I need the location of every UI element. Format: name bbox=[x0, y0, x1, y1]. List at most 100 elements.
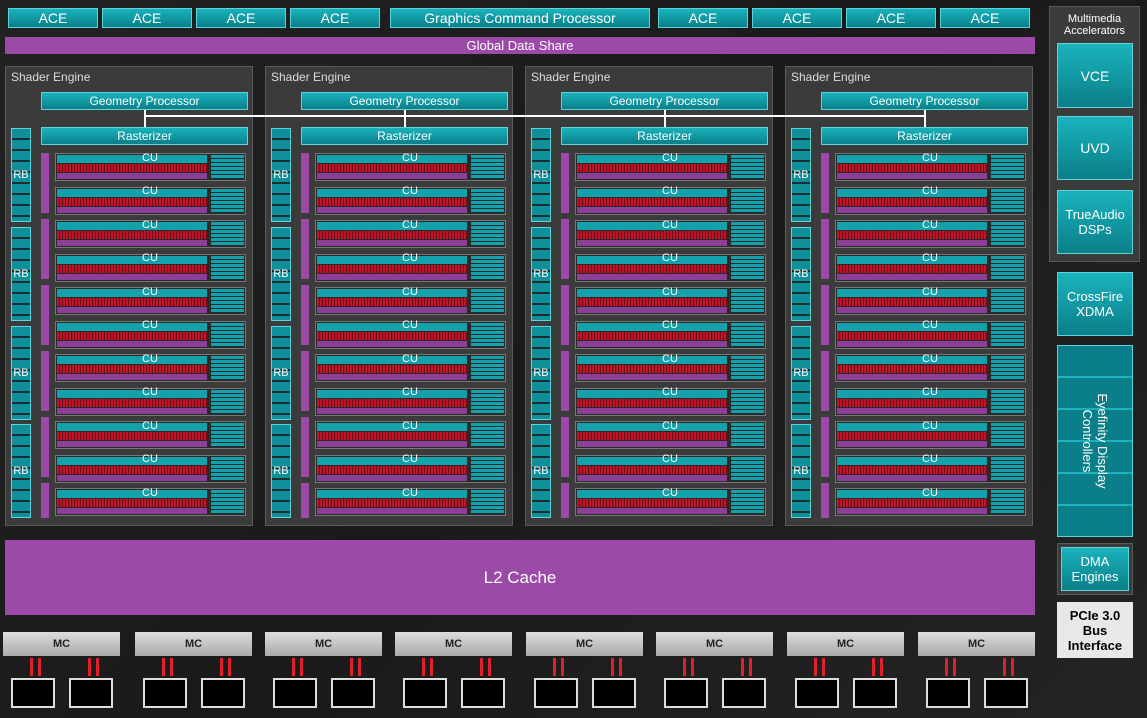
cu-core bbox=[577, 340, 727, 347]
memory-chip bbox=[69, 678, 113, 708]
render-backend: RB bbox=[11, 424, 31, 518]
cu-top bbox=[317, 389, 467, 398]
cu-core bbox=[317, 206, 467, 213]
cu-label: CU bbox=[922, 386, 938, 398]
cu-top bbox=[317, 423, 467, 431]
cu-top bbox=[57, 423, 207, 431]
shader-engine-title: Shader Engine bbox=[531, 70, 611, 84]
memory-controller: MC bbox=[3, 632, 120, 656]
rasterizer: Rasterizer bbox=[301, 127, 508, 145]
cu-cache bbox=[731, 456, 764, 481]
cu-top bbox=[577, 356, 727, 364]
memory-controller: MC bbox=[135, 632, 252, 656]
cu-label: CU bbox=[662, 285, 678, 298]
memory-link bbox=[1003, 658, 1006, 676]
cu-cache bbox=[471, 322, 504, 347]
cu-top bbox=[57, 255, 207, 264]
cu-cache bbox=[991, 222, 1024, 246]
cu-cache bbox=[471, 289, 504, 313]
cu-core bbox=[837, 407, 987, 414]
cu-core bbox=[837, 340, 987, 347]
cu-cache bbox=[731, 289, 764, 313]
cu-simd bbox=[837, 164, 987, 172]
cu-core bbox=[317, 173, 467, 179]
cu-top bbox=[317, 322, 467, 331]
cu-label: CU bbox=[402, 486, 418, 499]
ace: ACE bbox=[102, 8, 192, 28]
shader-engine-title: Shader Engine bbox=[11, 70, 91, 84]
cu-simd bbox=[317, 331, 467, 340]
cu-cache bbox=[991, 255, 1024, 280]
cu-core bbox=[57, 508, 207, 514]
render-backend: RB bbox=[531, 424, 551, 518]
cu-simd bbox=[837, 465, 987, 474]
lds-strip bbox=[41, 153, 49, 518]
cu-label: CU bbox=[142, 151, 158, 164]
cu-label: CU bbox=[402, 386, 418, 398]
cu-core bbox=[317, 508, 467, 514]
cu-simd bbox=[57, 164, 207, 172]
render-backend: RB bbox=[271, 227, 291, 321]
cu-label: CU bbox=[662, 352, 678, 365]
cu-top bbox=[57, 456, 207, 465]
cu-top bbox=[577, 255, 727, 264]
cu-label: CU bbox=[402, 285, 418, 298]
cu-core bbox=[837, 508, 987, 514]
cu-simd bbox=[317, 298, 467, 306]
memory-link bbox=[96, 658, 99, 676]
cu-core bbox=[57, 407, 207, 414]
cu-cache bbox=[991, 289, 1024, 313]
cu-cache bbox=[991, 188, 1024, 213]
cu-label: CU bbox=[922, 419, 938, 432]
cu-simd bbox=[317, 465, 467, 474]
memory-link bbox=[814, 658, 817, 676]
render-backend: RB bbox=[271, 424, 291, 518]
cu-label: CU bbox=[662, 185, 678, 197]
cu-label: CU bbox=[142, 486, 158, 499]
cu-cache bbox=[471, 188, 504, 213]
cu-top bbox=[577, 188, 727, 197]
ace: ACE bbox=[846, 8, 936, 28]
cu-cache bbox=[731, 222, 764, 246]
memory-link bbox=[553, 658, 556, 676]
cu-core bbox=[57, 374, 207, 380]
memory-chip bbox=[201, 678, 245, 708]
cu-simd bbox=[577, 164, 727, 172]
cu-cache bbox=[211, 155, 244, 179]
cu-core bbox=[577, 173, 727, 179]
memory-chip bbox=[273, 678, 317, 708]
cu-core bbox=[317, 240, 467, 246]
cu-top bbox=[57, 155, 207, 163]
cu-top bbox=[837, 188, 987, 197]
cu-top bbox=[57, 289, 207, 297]
cu-cache bbox=[211, 356, 244, 380]
memory-chip bbox=[984, 678, 1028, 708]
ace: ACE bbox=[940, 8, 1030, 28]
cu-label: CU bbox=[402, 319, 418, 331]
cu-top bbox=[57, 490, 207, 498]
cu-label: CU bbox=[922, 486, 938, 499]
memory-controller: MC bbox=[787, 632, 904, 656]
render-backend: RB bbox=[791, 128, 811, 222]
rasterizer: Rasterizer bbox=[41, 127, 248, 145]
cu-label: CU bbox=[402, 453, 418, 465]
cu-cache bbox=[211, 389, 244, 414]
memory-link bbox=[945, 658, 948, 676]
cu-cache bbox=[471, 356, 504, 380]
memory-link bbox=[358, 658, 361, 676]
cu-label: CU bbox=[922, 285, 938, 298]
geometry-processor: Geometry Processor bbox=[561, 92, 768, 110]
cu-cache bbox=[731, 490, 764, 514]
cu-simd bbox=[577, 398, 727, 407]
render-backend: RB bbox=[531, 128, 551, 222]
cu-label: CU bbox=[922, 151, 938, 164]
cu-core bbox=[577, 374, 727, 380]
render-backend: RB bbox=[11, 326, 31, 420]
geometry-processor: Geometry Processor bbox=[41, 92, 248, 110]
cu-core bbox=[577, 474, 727, 481]
cu-cache bbox=[731, 255, 764, 280]
memory-link bbox=[170, 658, 173, 676]
memory-link bbox=[822, 658, 825, 676]
cu-cache bbox=[991, 456, 1024, 481]
